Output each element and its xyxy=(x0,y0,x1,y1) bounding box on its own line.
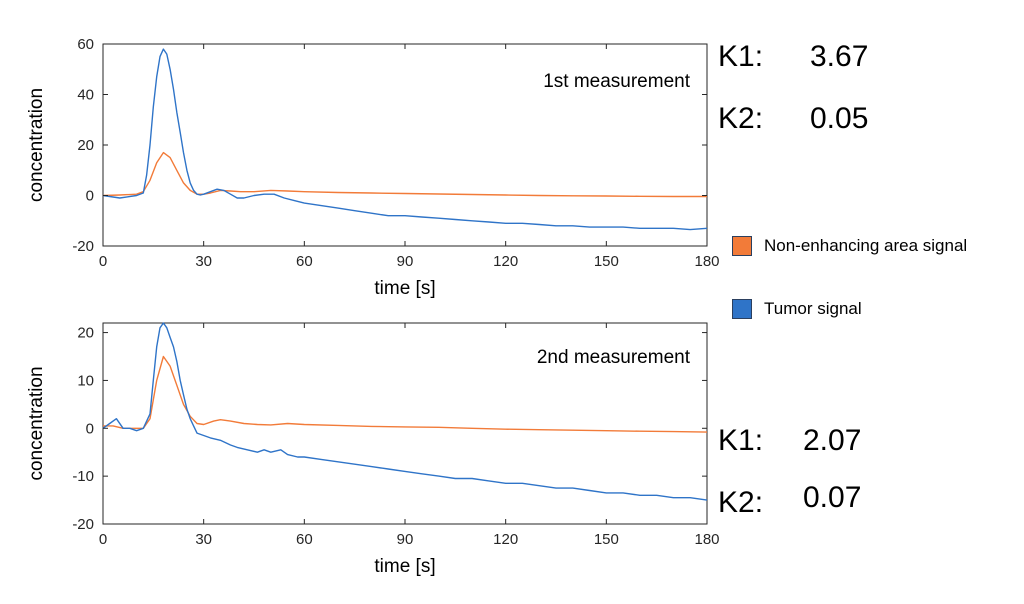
x-tick-label: 60 xyxy=(296,253,313,270)
x-tick-label: 0 xyxy=(99,253,107,270)
x-tick-label: 120 xyxy=(493,531,518,548)
plot-area-1 xyxy=(102,43,708,247)
series-line-tumor-2 xyxy=(102,322,708,501)
legend-swatch-blue xyxy=(732,299,752,319)
x-tick-label: 90 xyxy=(397,253,414,270)
x-tick-label: 180 xyxy=(694,531,719,548)
x-tick-label: 30 xyxy=(195,253,212,270)
y-tick-label: -20 xyxy=(72,516,94,533)
k1-label-1: K1: xyxy=(718,40,764,73)
x-axis-label-2: time [s] xyxy=(374,556,435,577)
k1-label-2: K1: xyxy=(718,424,764,457)
y-axis-label-2: concentration xyxy=(26,366,47,480)
series-line-tumor-1 xyxy=(102,48,708,231)
legend-swatch-orange xyxy=(732,236,752,256)
x-tick-label: 150 xyxy=(594,253,619,270)
x-axis-label-1: time [s] xyxy=(374,278,435,299)
k2-value-2: 0.07 xyxy=(803,481,862,514)
y-axis-label-1: concentration xyxy=(26,88,47,202)
y-tick-label: 0 xyxy=(86,188,94,205)
y-tick-label: 0 xyxy=(86,420,94,437)
series-line-non-enhancing-1 xyxy=(102,151,707,198)
k2-label-2: K2: xyxy=(718,486,764,519)
y-tick-label: -20 xyxy=(72,238,94,255)
k2-label-1: K2: xyxy=(718,102,764,135)
y-tick-label: 40 xyxy=(77,87,94,104)
y-tick-label: 10 xyxy=(77,372,94,389)
panel-title-1: 1st measurement xyxy=(543,71,691,92)
x-tick-label: 30 xyxy=(195,531,212,548)
y-tick-label: -10 xyxy=(72,468,94,485)
panel-title-2: 2nd measurement xyxy=(537,347,691,368)
y-tick-label: 20 xyxy=(77,325,94,342)
legend-label-non-enhancing: Non-enhancing area signal xyxy=(764,236,968,255)
x-tick-label: 120 xyxy=(493,253,518,270)
legend-item-non-enhancing: Non-enhancing area signal xyxy=(732,236,967,256)
x-tick-label: 60 xyxy=(296,531,313,548)
k2-value-1: 0.05 xyxy=(810,102,869,135)
x-tick-label: 150 xyxy=(594,531,619,548)
k1-value-1: 3.67 xyxy=(810,40,869,73)
y-tick-label: 20 xyxy=(77,137,94,154)
chart-panel-1: 0 30 60 90 120 150 180 -20 0 20 40 60 time [s] concen… xyxy=(26,36,720,299)
legend-item-tumor: Tumor signal xyxy=(732,299,862,319)
k1-value-2: 2.07 xyxy=(803,424,862,457)
legend-label-tumor: Tumor signal xyxy=(764,299,862,318)
x-tick-label: 90 xyxy=(397,531,414,548)
plot-area-2 xyxy=(102,322,708,525)
series-line-non-enhancing-2 xyxy=(103,355,708,433)
x-tick-label: 0 xyxy=(99,531,107,548)
chart-panel-2: 0 30 60 90 120 150 180 -20 -10 0 10 20 time [s] conce… xyxy=(26,322,720,577)
x-tick-label: 180 xyxy=(694,253,719,270)
y-tick-label: 60 xyxy=(77,36,94,53)
